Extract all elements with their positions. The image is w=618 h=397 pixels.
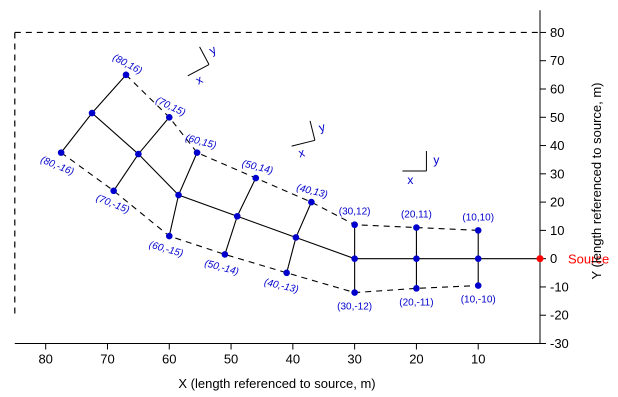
marker-y-label: y xyxy=(317,120,326,135)
solid-grid-line xyxy=(91,112,540,260)
point-label: (40,13) xyxy=(295,183,328,201)
boundary-lines xyxy=(14,31,540,316)
data-point xyxy=(221,251,229,258)
point-label: (10,-10) xyxy=(461,295,496,306)
x-tick-label: 80 xyxy=(38,352,52,367)
x-tick-label: 30 xyxy=(347,352,361,367)
data-point xyxy=(283,269,290,277)
orientation-marker: xy xyxy=(402,151,439,187)
point-label: (10,10) xyxy=(462,212,494,223)
point-label: (80,-16) xyxy=(39,155,76,178)
data-point xyxy=(474,255,482,262)
data-point xyxy=(474,227,482,234)
point-labels: Source(80,16)(70,15)(60,15)(50,14)(40,13… xyxy=(39,52,609,312)
marker-y-label: y xyxy=(207,43,219,58)
data-point xyxy=(292,234,300,241)
y-tick-label: 20 xyxy=(550,195,564,210)
y-tick-label: 40 xyxy=(550,138,564,153)
data-point xyxy=(413,224,420,231)
y-tick-label: 80 xyxy=(550,25,564,40)
axes: 80 70 60 50 40 30 20 10 80 70 60 50 40 30 20 10 0 -10 -20 -… xyxy=(14,10,569,367)
data-point xyxy=(193,149,201,156)
y-tick-label: -20 xyxy=(550,308,569,323)
data-point xyxy=(233,212,241,220)
point-label: (20,11) xyxy=(401,210,432,221)
data-point xyxy=(165,113,173,121)
marker-x-arm xyxy=(291,139,316,147)
x-tick-label: 40 xyxy=(286,352,300,367)
source-point xyxy=(536,255,544,263)
marker-x-arm xyxy=(187,64,210,77)
y-tick-label: 50 xyxy=(550,110,564,125)
y-tick-label: 70 xyxy=(550,53,564,68)
data-point xyxy=(413,285,420,292)
data-point xyxy=(175,191,182,199)
orientation-marker: xy xyxy=(291,120,327,160)
point-label: (60,15) xyxy=(184,133,217,152)
data-point xyxy=(122,71,130,79)
marker-x-label: x xyxy=(297,145,306,160)
y-tick-label: 10 xyxy=(550,223,564,238)
marker-y-arm xyxy=(309,120,316,141)
orientation-marker: xy xyxy=(187,43,219,88)
marker-x-label: x xyxy=(193,72,205,87)
data-point xyxy=(57,149,65,156)
point-label: (40,-13) xyxy=(263,277,300,296)
point-label: (30,12) xyxy=(339,207,371,218)
y-tick-label: 60 xyxy=(550,81,564,96)
point-label: (30,-12) xyxy=(337,302,372,313)
y-tick-label: 0 xyxy=(550,251,557,266)
data-point xyxy=(351,221,358,229)
data-point xyxy=(351,289,358,296)
data-point xyxy=(135,150,142,158)
x-tick-label: 10 xyxy=(471,352,485,367)
data-point xyxy=(252,174,260,182)
dashed-edge-line xyxy=(125,74,479,231)
data-point xyxy=(88,109,96,117)
x-tick-label: 60 xyxy=(162,352,176,367)
x-axis-label: X (length referenced to source, m) xyxy=(178,376,375,391)
x-tick-label: 50 xyxy=(224,352,238,367)
marker-y-label: y xyxy=(433,153,439,167)
y-tick-label: 30 xyxy=(550,166,564,181)
source-label: Source xyxy=(568,252,609,267)
y-tick-label: -10 xyxy=(550,279,569,294)
y-tick-label: -30 xyxy=(550,336,569,351)
point-label: (70,-15) xyxy=(94,193,131,216)
y-axis-label: Y (length referenced to source, m) xyxy=(589,82,604,279)
data-point xyxy=(110,187,117,195)
marker-y-arm xyxy=(199,46,210,65)
data-point xyxy=(474,282,482,289)
data-points xyxy=(57,71,544,296)
x-tick-label: 20 xyxy=(409,352,423,367)
point-label: (60,-15) xyxy=(148,240,185,260)
data-point xyxy=(413,255,420,262)
solid-grid-line xyxy=(168,152,198,237)
data-point xyxy=(165,232,173,240)
point-label: (20,-11) xyxy=(399,297,433,308)
marker-x-label: x xyxy=(407,173,413,187)
data-point xyxy=(351,255,358,262)
point-label: (50,-14) xyxy=(203,258,240,278)
x-tick-label: 70 xyxy=(100,352,114,367)
data-point xyxy=(308,198,315,206)
